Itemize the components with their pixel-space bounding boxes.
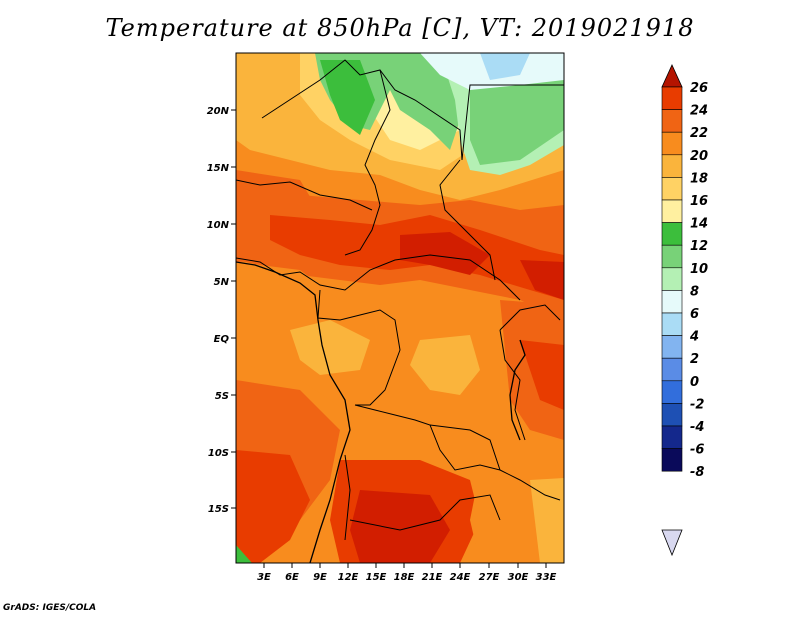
colorbar-segment [661,335,683,359]
lat-label: 10N [207,220,230,231]
lon-label: 9E [313,572,327,583]
colorbar-segment [661,380,683,404]
colorbar-label: 0 [690,375,699,390]
colorbar-label: 20 [690,149,708,164]
colorbar-label: 24 [690,104,708,119]
lat-label: EQ [214,334,230,345]
lon-label: 12E [338,572,359,583]
colorbar-top-arrow [661,64,683,88]
lat-label: 5N [214,277,230,288]
lon-label: 24E [450,572,471,583]
colorbar-segment [661,448,683,472]
colorbar-label: 22 [690,126,708,141]
latitude-axis: 20N 15N 10N 5N EQ 5S 10S 15S [207,106,236,515]
colorbar-label: 2 [690,352,699,367]
colorbar-label: 16 [690,194,708,209]
colorbar-segment [661,131,683,156]
colorbar-label: 26 [690,81,708,96]
colorbar-bottom-arrow [661,529,683,557]
lat-label: 20N [207,106,230,117]
colorbar-segment [661,177,683,201]
colorbar-segment [661,154,683,178]
colorbar-segment [661,357,683,382]
colorbar-segment [661,267,683,291]
colorbar-segment [661,244,683,269]
lon-label: 30E [508,572,529,583]
colorbar-label: -2 [690,397,704,412]
colorbar-label: 10 [690,262,708,277]
colorbar-segment [661,222,683,246]
lon-label: 15E [366,572,387,583]
colorbar-segment [661,86,683,110]
colorbar-label: 8 [690,284,699,299]
colorbar-label: 14 [690,217,708,232]
colorbar-segment [661,403,683,427]
lon-label: 6E [285,572,299,583]
grads-credit: GrADS: IGES/COLA [3,603,97,613]
lat-label: 10S [208,448,229,459]
lon-label: 3E [257,572,271,583]
lat-label: 15N [207,163,230,174]
colorbar-label: -8 [690,465,704,480]
coastline [236,261,526,563]
lon-label: 21E [422,572,443,583]
colorbar-segment [661,290,683,314]
colorbar-label: 6 [690,307,699,322]
lon-label: 18E [394,572,415,583]
map-frame [235,52,565,564]
colorbar-label: 18 [690,171,708,186]
lon-label: 27E [479,572,500,583]
colorbar-segment [661,199,683,223]
colorbar-segment [661,312,683,336]
longitude-axis: 3E 6E 9E 12E 15E 18E 21E 24E 27E 30E 33E [257,563,557,583]
map-title: Temperature at 850hPa [C], VT: 201902191… [105,14,695,42]
temperature-field [236,53,564,563]
colorbar-label: 12 [690,239,708,254]
lon-label: 33E [536,572,557,583]
colorbar-label: 4 [689,330,699,345]
colorbar-segment [661,109,683,133]
colorbar-label: -4 [690,420,704,435]
lat-label: 5S [215,391,229,402]
colorbar-label: -6 [690,443,704,458]
colorbar-segment [661,425,683,449]
lat-label: 15S [208,504,229,515]
